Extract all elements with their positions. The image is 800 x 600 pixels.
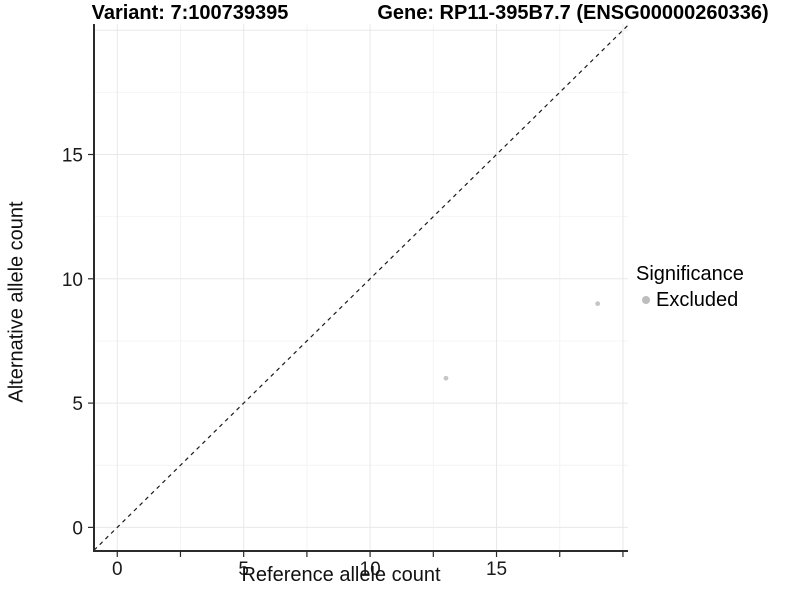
x-tick-label: 15 xyxy=(486,559,507,580)
data-point xyxy=(443,375,449,381)
legend-key-dot-icon xyxy=(636,290,656,310)
y-tick-label: 10 xyxy=(62,270,83,291)
y-tick-label: 0 xyxy=(72,518,83,539)
y-tick-label: 15 xyxy=(62,146,83,167)
legend-item-label: Excluded xyxy=(656,288,739,311)
y-tick-label: 5 xyxy=(72,394,83,415)
data-points xyxy=(443,301,601,381)
x-axis-title: Reference allele count xyxy=(241,564,441,586)
legend-item: Excluded xyxy=(636,289,744,311)
x-tick-labels: 0 5 10 15 xyxy=(112,559,507,580)
axis-lines xyxy=(93,24,628,552)
x-tick-label: 5 xyxy=(238,559,249,580)
x-tick-label: 0 xyxy=(112,559,123,580)
identity-line xyxy=(93,24,629,551)
legend: Significance Excluded xyxy=(636,263,744,311)
minor-gridlines xyxy=(94,24,628,551)
y-tick-labels: 0 5 10 15 xyxy=(62,146,83,540)
legend-title: Significance xyxy=(636,263,744,285)
x-tick-label: 10 xyxy=(360,559,381,580)
legend-items: Excluded xyxy=(636,289,744,311)
major-gridlines xyxy=(94,24,628,551)
gene-title: Gene: RP11-395B7.7 (ENSG00000260336) xyxy=(377,2,769,24)
y-axis-title: Alternative allele count xyxy=(5,201,28,403)
data-point xyxy=(595,301,601,307)
tick-marks xyxy=(88,153,624,557)
variant-title: Variant: 7:100739395 xyxy=(91,2,289,24)
